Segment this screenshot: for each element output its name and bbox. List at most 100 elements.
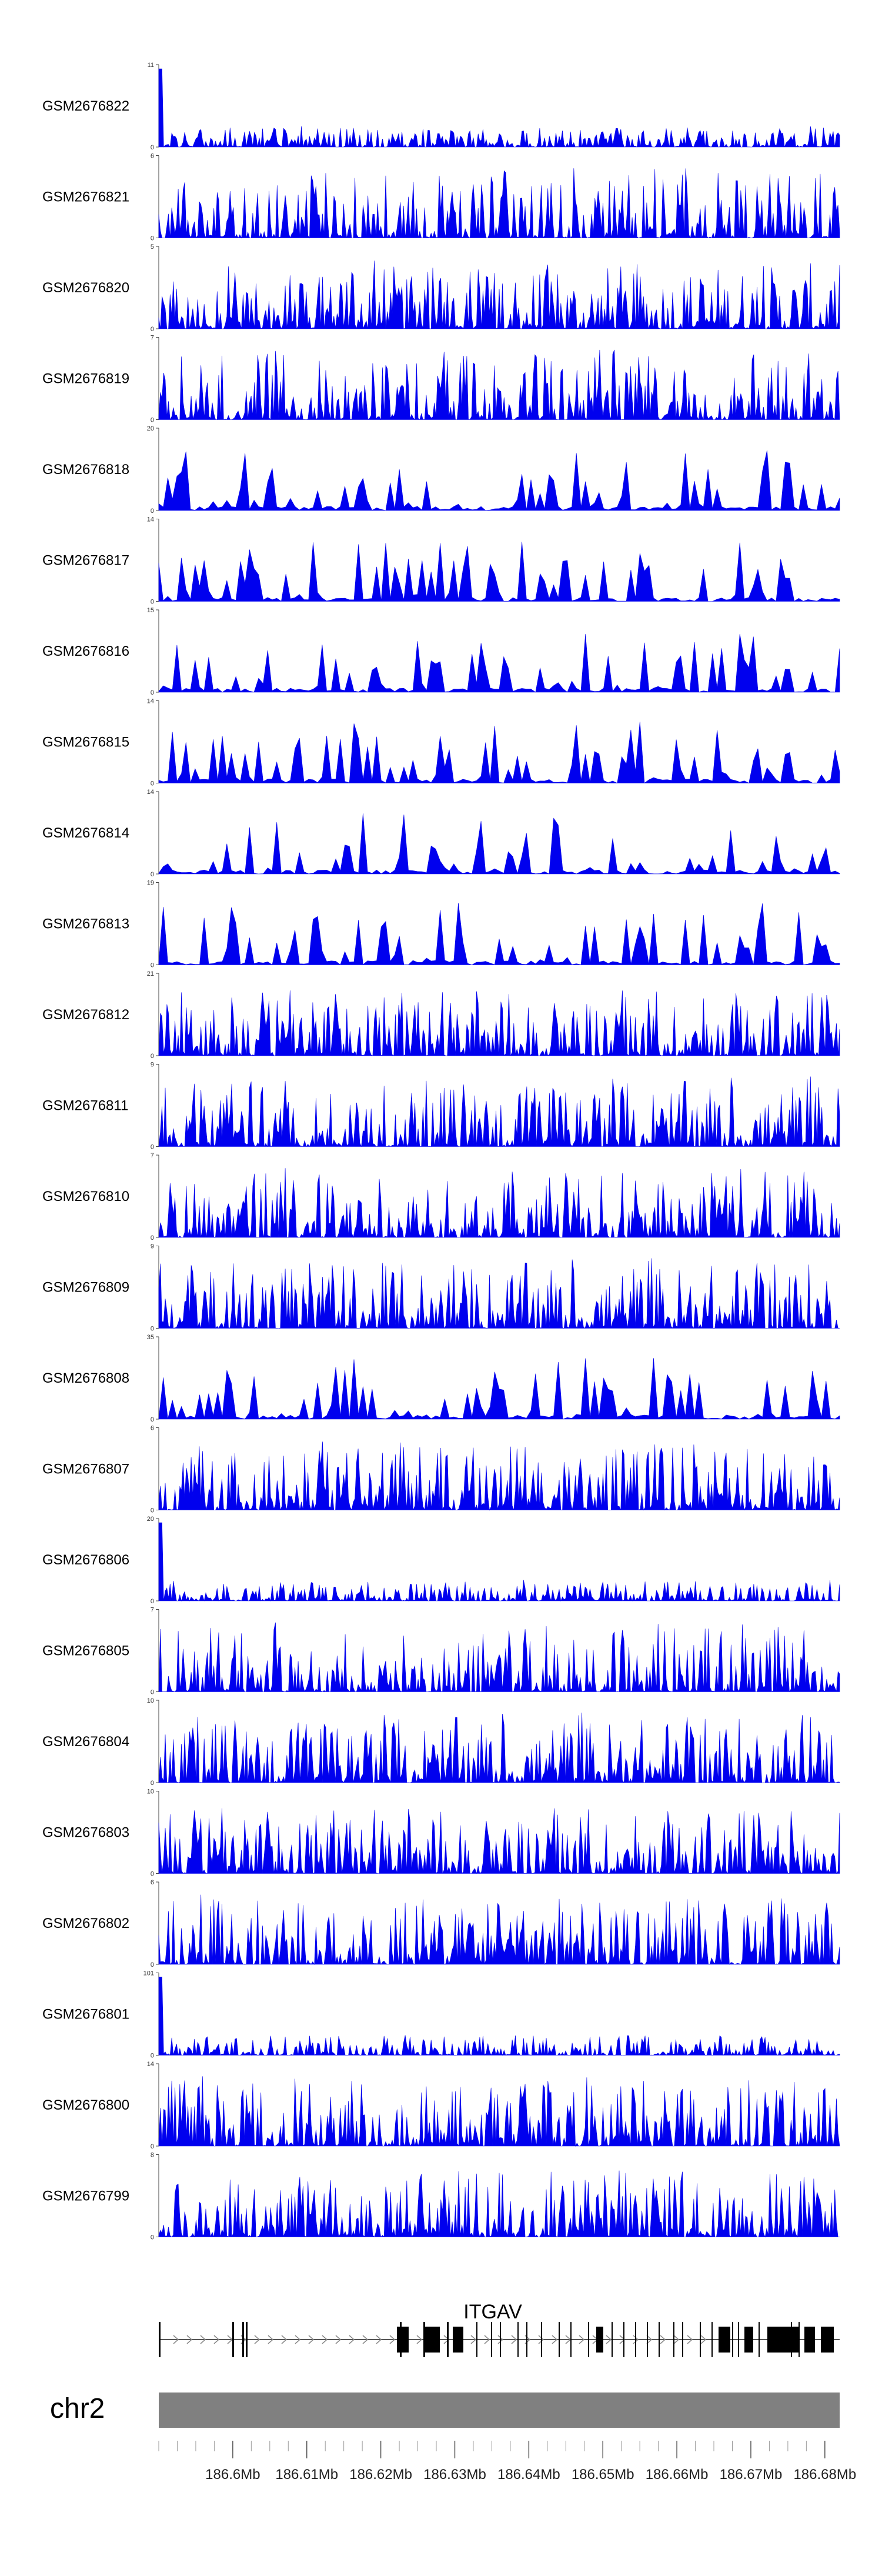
coverage-area — [158, 450, 840, 511]
coverage-track: GSM2676810 7 0 — [42, 1152, 840, 1242]
exon — [659, 2322, 660, 2357]
exon — [242, 2322, 244, 2357]
exon — [738, 2322, 739, 2357]
axis-tick-label: 186.62Mb — [349, 2467, 412, 2482]
exon — [397, 2327, 409, 2353]
axis-tick-label: 186.65Mb — [572, 2467, 634, 2482]
y-max-label: 11 — [148, 62, 154, 69]
coverage-area — [158, 1076, 840, 1147]
coverage-track: GSM2676807 6 0 — [42, 1425, 840, 1514]
coverage-track: GSM2676813 19 0 — [42, 880, 840, 969]
exon — [159, 2322, 161, 2357]
y-min-label: 0 — [151, 1507, 154, 1514]
exon — [623, 2322, 624, 2357]
coverage-area — [158, 1258, 840, 1329]
track-label: GSM2676819 — [42, 371, 129, 387]
exon — [559, 2322, 560, 2357]
coverage-track: GSM2676811 9 0 — [42, 1062, 840, 1151]
coverage-track: GSM2676806 20 0 — [42, 1516, 840, 1605]
exon — [682, 2322, 683, 2357]
coverage-area — [158, 1358, 840, 1420]
strand-arrow — [673, 2335, 680, 2344]
coverage-area — [158, 168, 840, 239]
y-min-label: 0 — [151, 2143, 154, 2150]
coverage-track: GSM2676804 10 0 — [42, 1697, 840, 1787]
strand-arrow — [376, 2335, 382, 2344]
coverage-area — [158, 1712, 840, 1783]
exon — [647, 2322, 648, 2357]
y-min-label: 0 — [151, 1326, 154, 1333]
chromosome-label: chr2 — [50, 2393, 105, 2424]
track-label: GSM2676809 — [42, 1280, 129, 1296]
strand-arrow — [268, 2335, 274, 2344]
track-label: GSM2676805 — [42, 1643, 129, 1659]
exon — [635, 2322, 636, 2357]
exon — [453, 2327, 463, 2353]
exon — [517, 2322, 519, 2357]
axis-tick-label: 186.64Mb — [497, 2467, 560, 2482]
track-label: GSM2676817 — [42, 553, 129, 569]
y-max-label: 10 — [147, 1788, 154, 1796]
y-max-label: 7 — [151, 1607, 154, 1614]
strand-arrow — [552, 2335, 558, 2344]
y-max-label: 7 — [151, 335, 154, 342]
exon — [232, 2322, 234, 2357]
strand-arrow — [295, 2335, 301, 2344]
strand-arrow — [660, 2335, 666, 2344]
y-max-label: 101 — [143, 1970, 154, 1977]
y-max-label: 10 — [147, 1697, 154, 1704]
strand-arrow — [349, 2335, 355, 2344]
exon — [476, 2322, 477, 2357]
track-label: GSM2676812 — [42, 1007, 129, 1023]
axis-tick-label: 186.67Mb — [720, 2467, 783, 2482]
coverage-track: GSM2676808 35 0 — [42, 1334, 840, 1423]
y-min-label: 0 — [151, 689, 154, 696]
y-min-label: 0 — [151, 780, 154, 788]
gene-label-itgav: ITGAV — [463, 2301, 522, 2323]
exon — [732, 2322, 733, 2357]
y-min-label: 0 — [151, 508, 154, 515]
y-min-label: 0 — [151, 144, 154, 151]
coverage-track: GSM2676817 14 0 — [42, 516, 840, 606]
track-label: GSM2676815 — [42, 735, 129, 750]
exon — [711, 2322, 713, 2357]
y-min-label: 0 — [151, 1871, 154, 1878]
exon — [447, 2322, 449, 2357]
y-min-label: 0 — [151, 1234, 154, 1242]
coverage-area — [158, 1522, 840, 1602]
strand-arrow — [646, 2335, 653, 2344]
strand-arrow — [416, 2335, 423, 2344]
y-max-label: 6 — [151, 1425, 154, 1432]
y-max-label: 14 — [147, 789, 154, 796]
coverage-area — [158, 1894, 840, 1966]
track-label: GSM2676820 — [42, 280, 129, 296]
coverage-track: GSM2676800 14 0 — [42, 2061, 840, 2150]
y-min-label: 0 — [151, 1598, 154, 1605]
coverage-area — [158, 990, 840, 1057]
coverage-area — [158, 722, 840, 783]
exon — [767, 2327, 800, 2353]
chromosome-track: chr2 — [50, 2393, 840, 2428]
y-min-label: 0 — [151, 2234, 154, 2241]
exon — [719, 2327, 730, 2353]
coverage-area — [158, 634, 840, 693]
strand-arrow — [322, 2335, 328, 2344]
y-max-label: 6 — [151, 1879, 154, 1886]
y-min-label: 0 — [151, 1416, 154, 1423]
exon — [491, 2322, 492, 2357]
y-max-label: 6 — [151, 153, 154, 160]
y-max-label: 9 — [151, 1062, 154, 1069]
track-label: GSM2676806 — [42, 1552, 129, 1568]
axis-tick-label: 186.61Mb — [275, 2467, 338, 2482]
strand-arrow — [200, 2335, 206, 2344]
y-max-label: 7 — [151, 1152, 154, 1159]
track-label: GSM2676808 — [42, 1370, 129, 1386]
axis-tick-label: 186.63Mb — [423, 2467, 486, 2482]
coverage-area — [158, 1168, 840, 1239]
coverage-track: GSM2676799 8 0 — [42, 2152, 840, 2241]
exon — [700, 2322, 701, 2357]
gene-track: ITGAV — [159, 2301, 840, 2357]
y-min-label: 0 — [151, 235, 154, 242]
track-label: GSM2676822 — [42, 98, 129, 114]
